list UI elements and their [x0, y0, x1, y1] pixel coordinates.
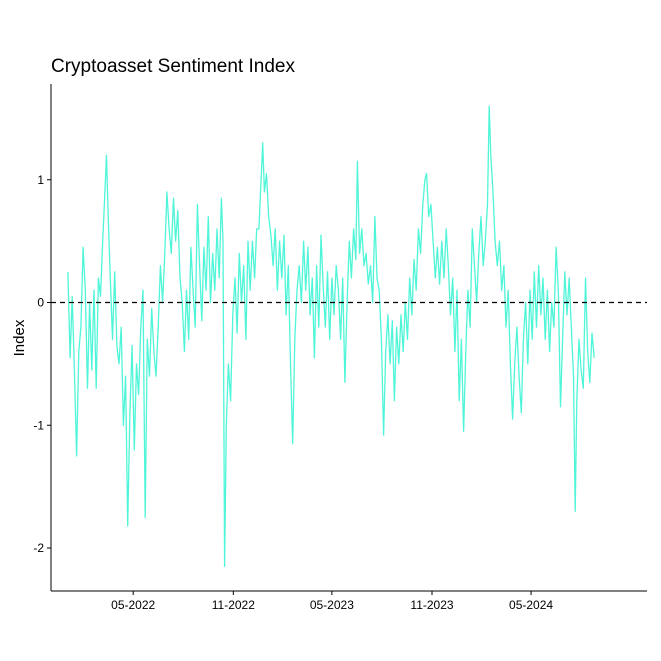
y-axis-ticks: 1 0 -1 -2 [33, 173, 51, 555]
y-tick-label: 1 [37, 173, 44, 187]
y-tick-label: -1 [33, 418, 44, 432]
chart-title: Cryptoasset Sentiment Index [51, 56, 295, 77]
x-tick-label: 05-2022 [111, 598, 155, 612]
x-tick-label: 11-2023 [410, 598, 453, 612]
x-tick-label: 05-2023 [310, 598, 354, 612]
x-tick-label: 11-2022 [212, 598, 255, 612]
y-tick-label: 0 [37, 296, 44, 310]
y-axis-title: Index [11, 319, 28, 356]
x-tick-label: 05-2024 [509, 598, 553, 612]
plot-area [51, 105, 647, 568]
series-line-1 [67, 105, 595, 568]
x-axis-ticks: 05-2022 11-2022 05-2023 11-2023 05-2024 [111, 591, 553, 612]
y-tick-label: -2 [33, 541, 44, 555]
